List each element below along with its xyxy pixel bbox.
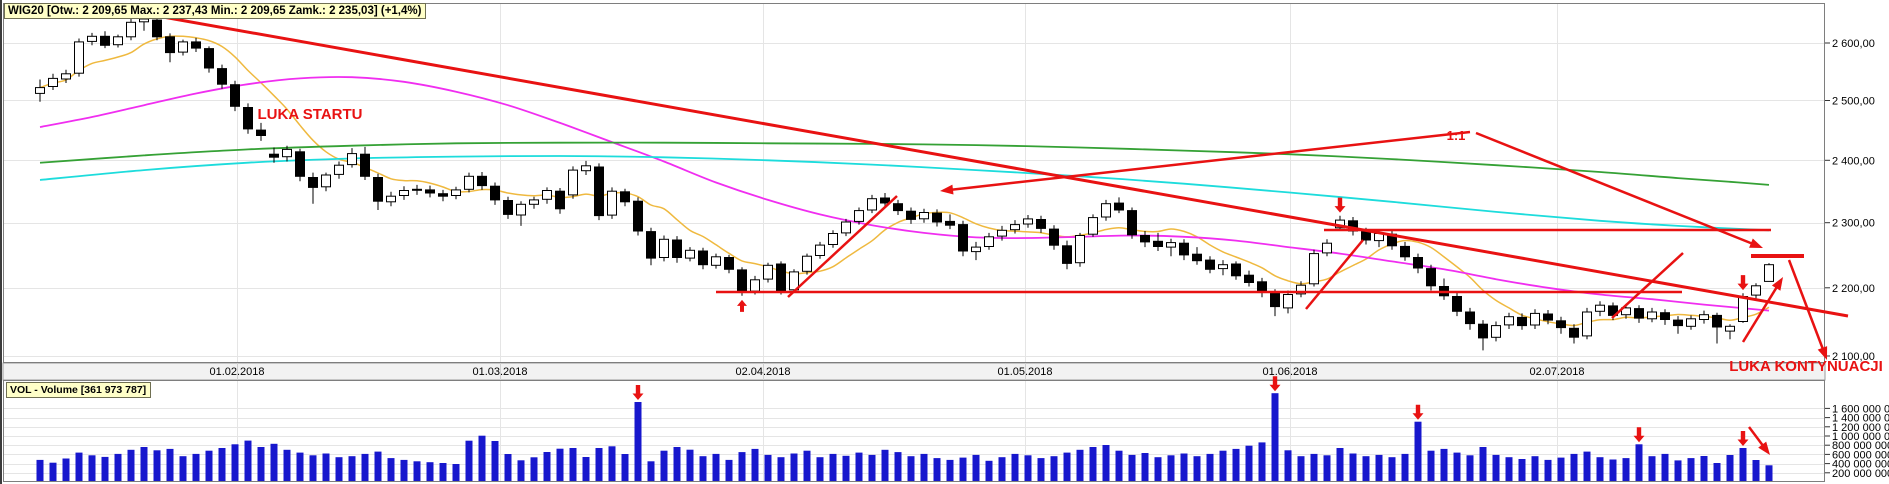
svg-text:2 100,00: 2 100,00 — [1832, 351, 1875, 363]
window-left-edge — [0, 0, 2, 484]
red-annotations: LUKA STARTU 1:1 LUKA KONTYNUACJI — [145, 12, 1883, 455]
svg-text:02.04.2018: 02.04.2018 — [735, 366, 790, 378]
svg-text:01.03.2018: 01.03.2018 — [472, 366, 527, 378]
price-axis-labels: 2 600,00 2 500,00 2 400,00 2 300,00 2 200,00… — [1825, 38, 1889, 480]
svg-text:800 000 000: 800 000 000 — [1832, 440, 1889, 452]
svg-text:01.02.2018: 01.02.2018 — [209, 366, 264, 378]
panel-borders — [3, 3, 1825, 482]
continuation-gap-arrow — [1787, 259, 1826, 353]
svg-text:2 300,00: 2 300,00 — [1832, 218, 1875, 230]
svg-text:1 000 000 000: 1 000 000 000 — [1832, 431, 1889, 443]
rally-trend-june — [1305, 239, 1364, 310]
candles — [35, 5, 1774, 351]
svg-text:1 600 000 000: 1 600 000 000 — [1832, 403, 1889, 415]
svg-text:2 200,00: 2 200,00 — [1832, 283, 1875, 295]
volume-info-box[interactable]: VOL - Volume [361 973 787] — [6, 382, 152, 398]
annotation-luka-kontynuacji: LUKA KONTYNUACJI — [1729, 358, 1883, 375]
svg-text:1 200 000 000: 1 200 000 000 — [1832, 422, 1889, 434]
svg-text:2 500,00: 2 500,00 — [1832, 96, 1875, 108]
grid — [4, 4, 1824, 481]
ma-long-cyan — [39, 155, 1770, 232]
svg-text:2 400,00: 2 400,00 — [1832, 155, 1875, 167]
svg-text:600 000 000: 600 000 000 — [1832, 449, 1889, 461]
price-panel-area[interactable] — [3, 3, 1825, 363]
volume-bars — [36, 393, 1773, 481]
svg-text:2 600,00: 2 600,00 — [1832, 38, 1875, 50]
one-to-one-right-leg — [1475, 131, 1757, 247]
ma-slow-green — [39, 141, 1770, 186]
rally-trend-july — [1611, 252, 1684, 319]
one-to-one-left-leg — [947, 130, 1471, 192]
date-axis-labels: 01.02.2018 01.03.2018 02.04.2018 01.05.2018… — [209, 366, 1584, 378]
svg-text:01.05.2018: 01.05.2018 — [997, 366, 1052, 378]
annotation-one-to-one: 1:1 — [1447, 128, 1466, 143]
svg-text:01.06.2018: 01.06.2018 — [1262, 366, 1317, 378]
svg-text:02.07.2018: 02.07.2018 — [1529, 366, 1584, 378]
svg-text:400 000 000: 400 000 000 — [1832, 459, 1889, 471]
breakout-up-arrow — [1741, 283, 1780, 343]
downtrend-main — [145, 12, 1849, 318]
ma-medium-magenta — [39, 76, 1770, 312]
svg-text:1 400 000 000: 1 400 000 000 — [1832, 413, 1889, 425]
volume-decline-arrow — [1747, 426, 1767, 450]
annotation-luka-startu: LUKA STARTU — [258, 106, 363, 123]
ma-fast-yellow — [39, 35, 1770, 327]
rally-trend-april — [787, 195, 898, 298]
svg-text:200 000 000: 200 000 000 — [1832, 468, 1889, 480]
instrument-info-box[interactable]: WIG20 [Otw.: 2 209,65 Max.: 2 237,43 Min… — [4, 3, 427, 19]
